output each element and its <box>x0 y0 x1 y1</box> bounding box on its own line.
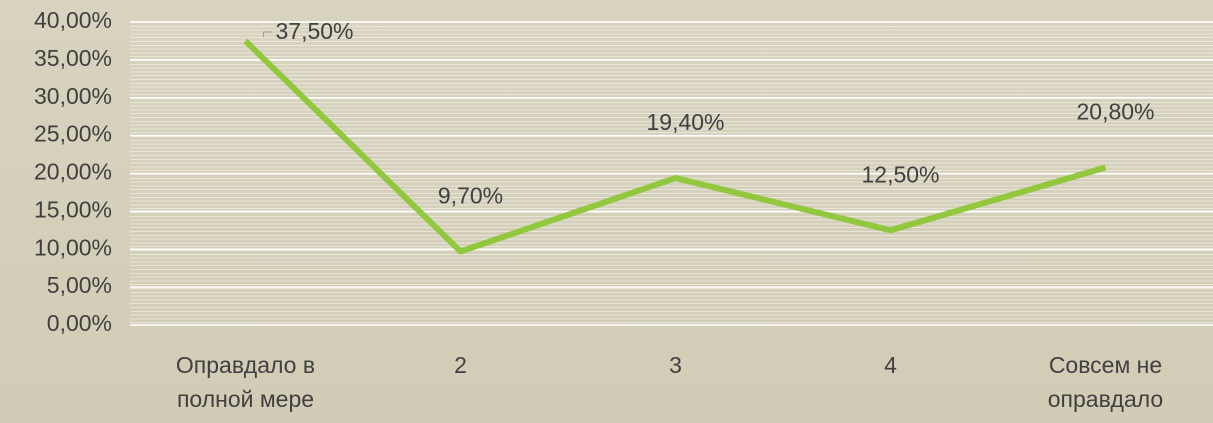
line <box>243 38 1107 255</box>
data-label: 9,70% <box>438 183 503 209</box>
y-tick-label: 10,00% <box>34 234 112 260</box>
data-label: 20,80% <box>1076 99 1154 125</box>
x-tick-label: 4 <box>884 352 897 378</box>
y-tick-label: 20,00% <box>34 159 112 185</box>
x-tick-label: 3 <box>669 352 682 378</box>
y-tick-label: 0,00% <box>47 310 112 336</box>
y-tick-label: 15,00% <box>34 196 112 222</box>
x-tick-label: 2 <box>454 352 467 378</box>
y-tick-label: 25,00% <box>34 121 112 147</box>
y-tick-label: 40,00% <box>34 7 112 33</box>
y-tick-label: 35,00% <box>34 45 112 71</box>
y-tick-label: 30,00% <box>34 83 112 109</box>
data-label: 19,40% <box>646 109 724 135</box>
leader-line <box>263 31 272 37</box>
data-label: 12,50% <box>861 161 939 187</box>
x-tick-label: Совсем не оправдало <box>1047 352 1164 412</box>
x-tick-label: Оправдало в полной мере <box>175 352 316 412</box>
y-tick-label: 5,00% <box>47 272 112 298</box>
data-label: 37,50% <box>276 18 354 44</box>
